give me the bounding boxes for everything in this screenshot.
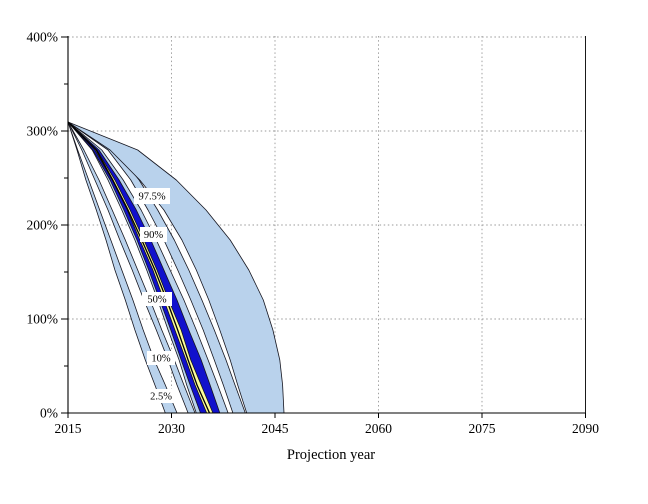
band-label-2.5%: 2.5% (150, 392, 172, 403)
x-tick-label-2090: 2090 (572, 421, 599, 436)
y-tick-label-100: 100% (27, 312, 59, 327)
y-tick-label-400: 400% (27, 30, 59, 45)
median-50-line (67, 121, 211, 414)
band-label-90%: 90% (144, 230, 164, 241)
band-label-box-2.5% (145, 389, 177, 403)
band-label-10%: 10% (151, 354, 171, 365)
band-label-box-10% (147, 351, 175, 365)
percentile-band-layer (67, 121, 285, 414)
x-tick-label-2045: 2045 (262, 421, 289, 436)
grid-layer (68, 36, 586, 413)
x-tick-label-2015: 2015 (55, 421, 82, 436)
x-tick-label-2075: 2075 (469, 421, 496, 436)
band-label-box-90% (140, 227, 167, 242)
x-tick-label-2060: 2060 (365, 421, 392, 436)
y-tick-label-0: 0% (40, 406, 58, 421)
band-label-box-97.5% (134, 188, 170, 204)
band-label-50%: 50% (147, 295, 167, 306)
y-tick-label-200: 200% (27, 218, 59, 233)
band-label-box-50% (142, 292, 172, 306)
band-label-layer: 97.5% 90% 50% 10% 2.5% (134, 188, 177, 403)
x-tick-label-2030: 2030 (158, 421, 185, 436)
axis-layer: 0% 100% 200% 300% 400% 2015 2030 2045 2060 2075 20… (27, 30, 600, 437)
y-tick-label-300: 300% (27, 124, 59, 139)
band-label-97.5%: 97.5% (138, 192, 165, 203)
x-axis-title: Projection year (287, 447, 375, 463)
